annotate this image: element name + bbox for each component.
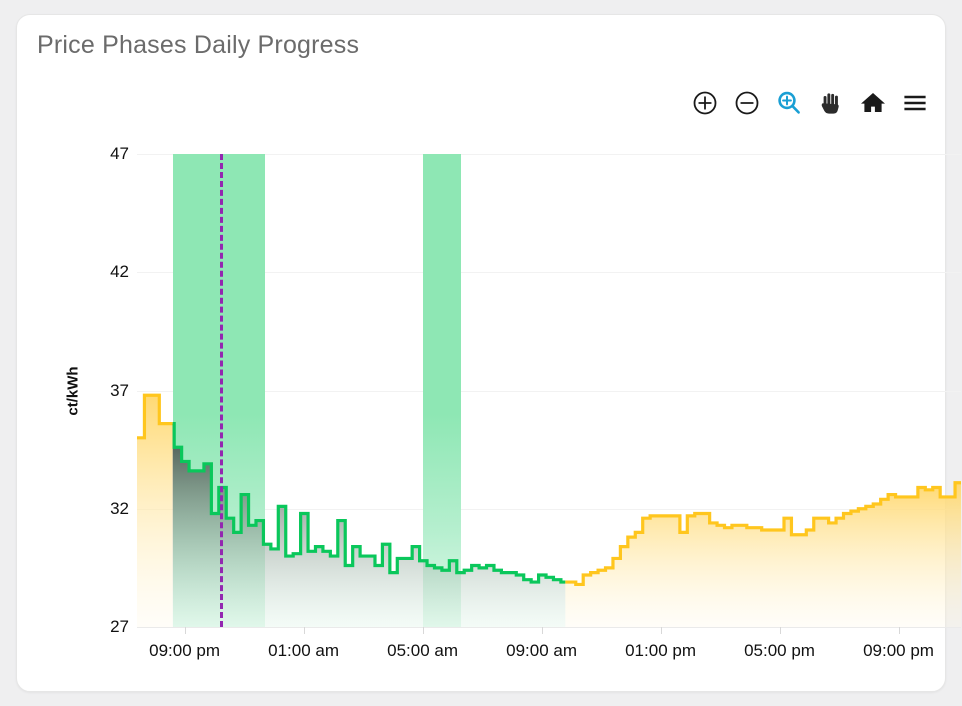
- x-axis-tick-mark: [541, 627, 543, 634]
- gridline: [137, 390, 961, 392]
- price-series: [137, 393, 961, 627]
- phase-band-cheap-phase-2: [422, 154, 462, 627]
- x-axis-tick-label: 09:00 am: [506, 641, 578, 660]
- hand-icon: [821, 93, 839, 114]
- magnifier-plus-icon: [778, 91, 800, 114]
- menu-button[interactable]: [901, 89, 929, 117]
- area-fill-forecast: [565, 482, 961, 627]
- area-fill-past: [137, 395, 173, 627]
- y-axis-tick-label: 47: [110, 144, 129, 163]
- x-axis-tick-label: 01:00 pm: [625, 641, 696, 660]
- step-line-forecast: [565, 481, 961, 587]
- hamburger-menu-icon: [904, 95, 926, 111]
- chart-toolbar: [691, 87, 929, 119]
- zoom-in-button[interactable]: [691, 89, 719, 117]
- x-axis-tick-mark: [660, 627, 662, 634]
- chart-card: Price Phases Daily Progress: [16, 14, 961, 692]
- x-axis-tick-label: 01:00 am: [268, 641, 340, 660]
- x-axis-tick-mark: [779, 627, 781, 634]
- now-marker-line: [220, 154, 224, 627]
- x-axis-line: [137, 627, 961, 628]
- zoom-out-button[interactable]: [733, 89, 761, 117]
- step-line-active: [172, 422, 566, 584]
- plot-clip: [137, 154, 961, 627]
- x-axis-tick-mark: [184, 627, 186, 634]
- step-line-past: [137, 393, 173, 440]
- y-axis-tick-label: 32: [110, 498, 129, 518]
- page-title: Price Phases Daily Progress: [37, 31, 360, 59]
- x-axis-tick-mark: [898, 627, 900, 634]
- x-axis-tick-mark: [422, 627, 424, 634]
- x-axis-tick-label: 09:00 pm: [149, 641, 221, 660]
- x-axis-tick-mark: [303, 627, 305, 634]
- y-axis-tick-label: 37: [110, 380, 129, 400]
- home-icon: [861, 93, 885, 112]
- plus-circle-icon: [693, 91, 717, 115]
- x-axis-tick-label: 05:00 am: [387, 641, 459, 660]
- pan-button[interactable]: [817, 89, 845, 117]
- x-axis-tick-label: 09:00 pm: [863, 641, 934, 660]
- y-axis-tick-label: 42: [110, 262, 129, 282]
- gridline: [137, 272, 961, 274]
- area-fill-active: [172, 423, 566, 627]
- y-axis-tick-label: 27: [110, 617, 129, 636]
- reset-button[interactable]: [859, 89, 887, 117]
- gridline: [137, 508, 961, 510]
- plot-area[interactable]: [137, 154, 961, 627]
- gridline: [137, 154, 961, 155]
- box-zoom-button[interactable]: [775, 89, 803, 117]
- x-axis-tick-label: 05:00 pm: [744, 641, 815, 660]
- minus-circle-icon: [735, 91, 759, 115]
